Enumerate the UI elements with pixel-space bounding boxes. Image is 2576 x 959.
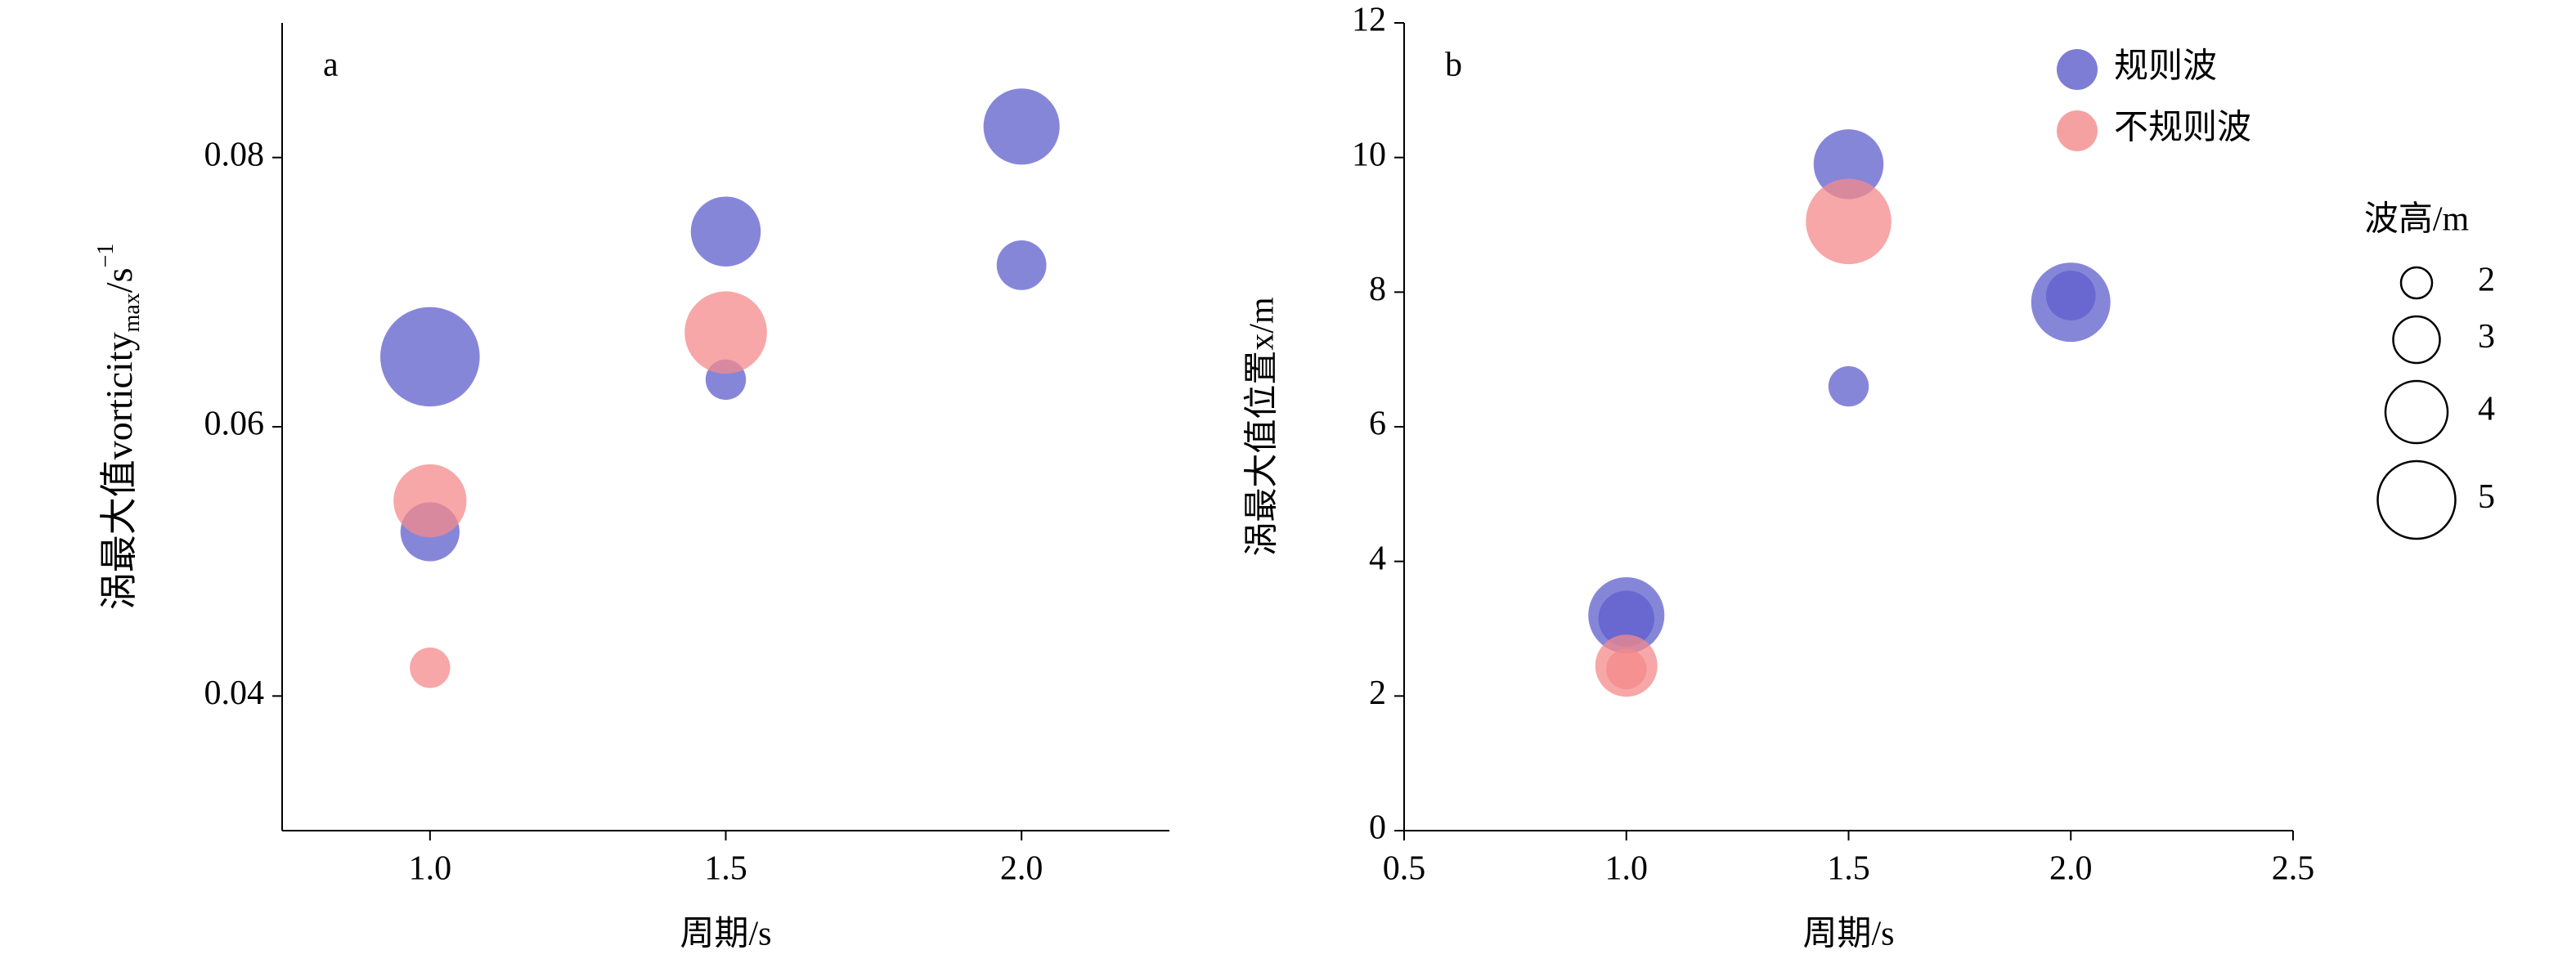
x-tick-label: 2.5 (2272, 850, 2315, 888)
legend-label: 规则波 (2114, 48, 2217, 86)
size-legend-label: 4 (2478, 391, 2495, 428)
y-axis-label: 涡最大值vorticitymax/s−1 (93, 244, 145, 611)
y-axis-label-part: /s (98, 268, 140, 294)
size-legend-label: 2 (2478, 262, 2495, 299)
bubble (1606, 648, 1647, 690)
bubble (983, 88, 1060, 165)
x-tick-label: 1.0 (1605, 850, 1649, 888)
bubble (2045, 271, 2096, 320)
size-legend-circle (2384, 379, 2449, 445)
x-tick-label: 1.5 (1827, 850, 1870, 888)
y-axis-label-part: −1 (93, 244, 119, 268)
y-tick-label: 12 (1352, 2, 1386, 39)
x-tick-label: 2.0 (2049, 850, 2093, 888)
panel-label: b (1445, 47, 1462, 84)
bubble (1598, 590, 1654, 647)
y-tick-label: 0 (1369, 809, 1386, 847)
y-tick-label: 8 (1369, 271, 1386, 308)
legend-label: 不规则波 (2114, 110, 2251, 147)
y-axis-label-part: 涡最大值vorticity (98, 332, 140, 610)
y-tick-label: 0.06 (204, 406, 265, 443)
y-axis-label: 涡最大值位置x/m (1243, 297, 1281, 557)
y-tick-label: 2 (1369, 674, 1386, 712)
panel-label: a (323, 47, 339, 84)
y-tick-label: 6 (1369, 406, 1386, 443)
size-legend-circle (2376, 459, 2457, 540)
size-legend-circle (2392, 315, 2441, 365)
x-tick-label: 0.5 (1383, 850, 1426, 888)
bubble (380, 307, 480, 407)
x-axis-label: 周期/s (1802, 916, 1894, 953)
x-tick-label: 2.0 (1000, 850, 1043, 888)
bubble (410, 648, 451, 688)
y-axis-label-part: max (119, 293, 145, 332)
bubble (1806, 178, 1892, 265)
bubble (1813, 129, 1884, 199)
y-tick-label: 0.04 (204, 674, 265, 712)
legend-marker (2057, 49, 2098, 90)
x-tick-label: 1.0 (409, 850, 452, 888)
y-tick-label: 0.08 (204, 136, 265, 173)
bubble (996, 240, 1047, 290)
size-legend-circle (2399, 266, 2434, 300)
bubble (393, 464, 467, 538)
x-axis-label: 周期/s (680, 916, 771, 953)
bubble (1828, 365, 1869, 407)
size-legend-label: 5 (2478, 478, 2495, 516)
y-tick-label: 4 (1369, 540, 1386, 577)
y-tick-label: 10 (1352, 136, 1386, 173)
legend-marker (2057, 110, 2098, 151)
x-tick-label: 1.5 (704, 850, 747, 888)
size-legend-label: 3 (2478, 318, 2495, 356)
size-legend-title: 波高/m (2364, 201, 2470, 239)
bubble (684, 291, 767, 374)
bubble (690, 196, 761, 267)
